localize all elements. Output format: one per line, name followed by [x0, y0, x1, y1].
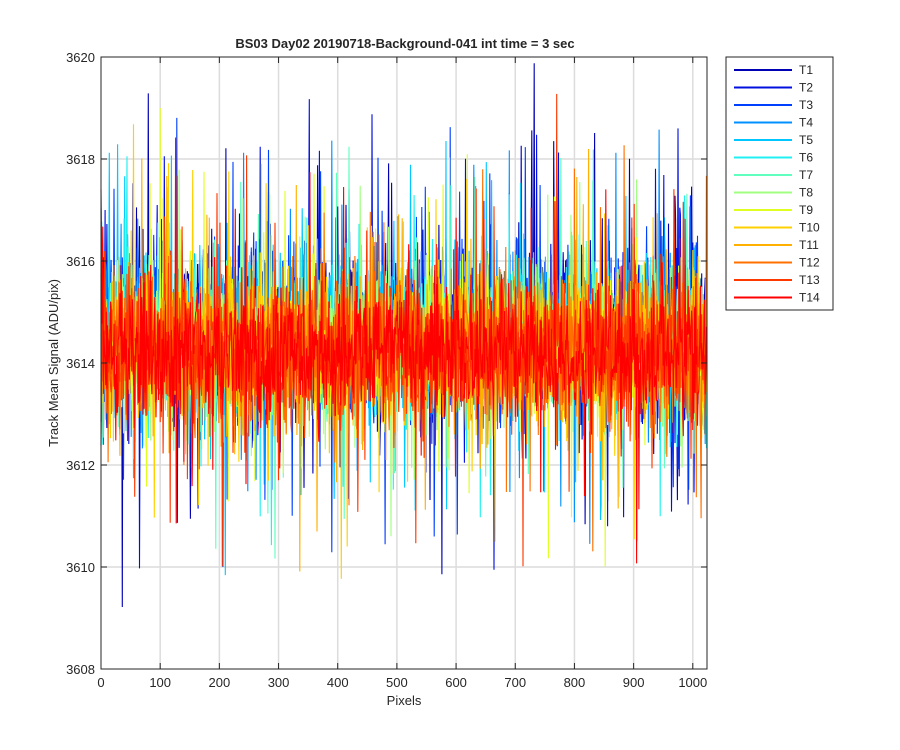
x-tick-label: 200	[209, 675, 231, 690]
y-axis-label: Track Mean Signal (ADU/pix)	[46, 279, 61, 447]
legend-label-t12: T12	[799, 256, 820, 270]
x-tick-label: 300	[268, 675, 290, 690]
legend-label-t14: T14	[799, 291, 820, 305]
series-line-t14	[100, 137, 707, 564]
x-tick-label: 500	[386, 675, 408, 690]
y-tick-label: 3610	[66, 560, 95, 575]
x-tick-label: 0	[97, 675, 104, 690]
y-tick-label: 3616	[66, 254, 95, 269]
legend-label-t10: T10	[799, 221, 820, 235]
series-layer	[100, 63, 707, 608]
legend-label-t11: T11	[799, 238, 819, 252]
legend-label-t5: T5	[799, 133, 813, 147]
legend: T1 T2 T3 T4 T5 T6 T7 T8 T9 T10 T11 T12 T13 T14	[725, 56, 834, 311]
x-tick-label: 600	[445, 675, 467, 690]
y-tick-label: 3608	[66, 662, 95, 677]
series-line-t12	[100, 145, 707, 552]
plot-area	[100, 56, 708, 670]
legend-label-t2: T2	[799, 81, 813, 95]
y-tick-label: 3618	[66, 152, 95, 167]
x-tick-label: 700	[504, 675, 526, 690]
y-tick-label: 3612	[66, 458, 95, 473]
x-axis: 0 100 200 300 400 500 600 700 800 900 1000	[97, 57, 707, 690]
legend-label-t1: T1	[799, 63, 813, 77]
x-tick-label: 400	[327, 675, 349, 690]
x-tick-label: 100	[149, 675, 171, 690]
x-axis-label: Pixels	[387, 693, 422, 708]
legend-label-t8: T8	[799, 186, 813, 200]
chart-title: BS03 Day02 20190718-Background-041 int t…	[235, 36, 574, 51]
x-tick-label: 900	[623, 675, 645, 690]
x-tick-label: 800	[564, 675, 586, 690]
legend-label-t9: T9	[799, 203, 813, 217]
legend-label-t6: T6	[799, 151, 813, 165]
y-axis: 3608 3610 3612 3614 3616 3618 3620	[66, 50, 707, 677]
legend-label-t4: T4	[799, 116, 813, 130]
legend-box	[725, 56, 834, 311]
legend-label-t7: T7	[799, 168, 813, 182]
y-tick-label: 3614	[66, 356, 95, 371]
y-tick-label: 3620	[66, 50, 95, 65]
legend-label-t13: T13	[799, 273, 820, 287]
x-tick-label: 1000	[678, 675, 707, 690]
legend-label-t3: T3	[799, 98, 813, 112]
